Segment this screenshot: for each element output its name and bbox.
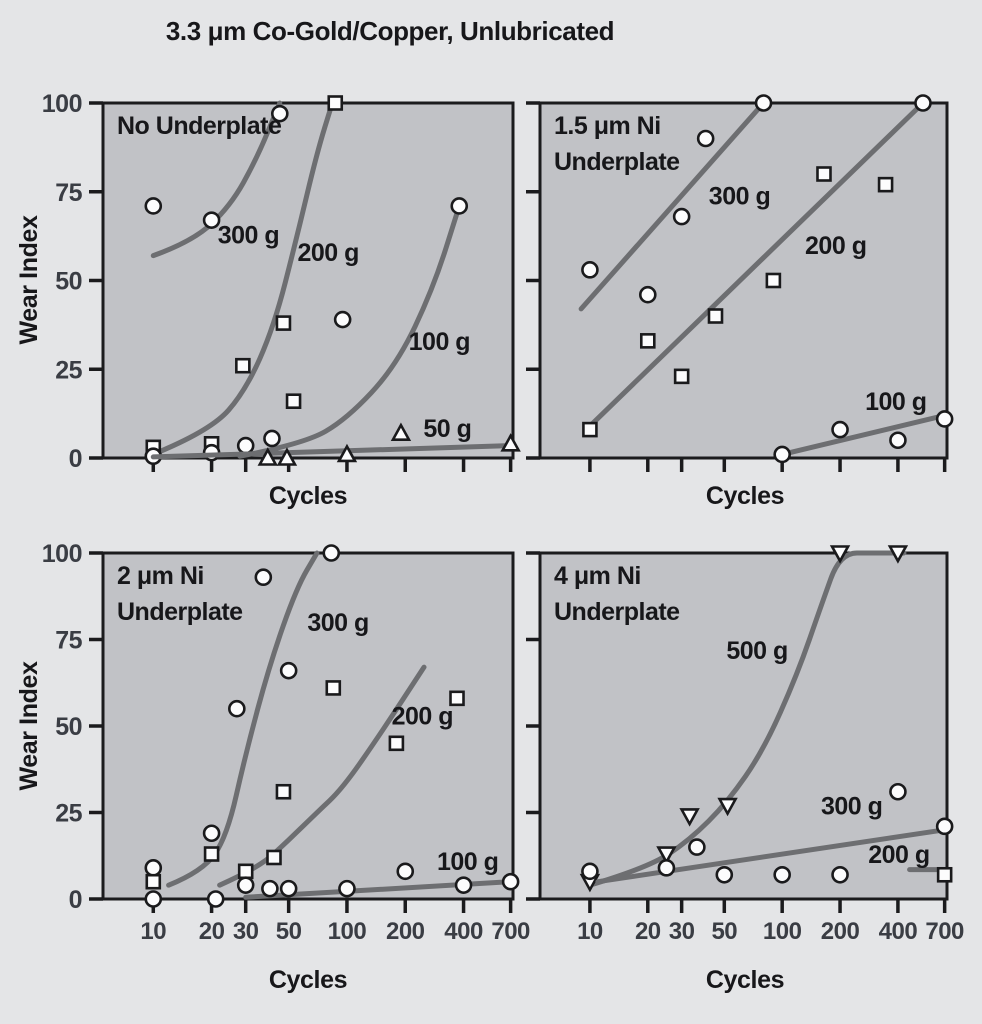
y-tick-label: 100 bbox=[42, 90, 82, 118]
panel-label-line: 2 μm Ni bbox=[117, 562, 204, 590]
x-tick-label: 700 bbox=[491, 918, 530, 945]
plot-area bbox=[103, 553, 513, 899]
x-tick-label: 30 bbox=[669, 918, 695, 945]
plot-area bbox=[103, 103, 513, 458]
panel-label-line: No Underplate bbox=[117, 112, 282, 140]
y-tick-label: 75 bbox=[55, 179, 82, 207]
x-tick-label: 200 bbox=[821, 918, 860, 945]
chart-panel-1-5um-ni: 300 g 200 g 100 g 1.5 μm Ni Underplate bbox=[526, 94, 954, 472]
x-tick-label: 50 bbox=[276, 918, 302, 945]
x-tick-label: 20 bbox=[635, 918, 661, 945]
x-tick-label: 10 bbox=[577, 918, 603, 945]
series-label: 300 g bbox=[307, 609, 368, 637]
panel-label-line: 4 μm Ni bbox=[554, 562, 641, 590]
series-100-g: 100 g bbox=[773, 388, 954, 464]
trend-curve bbox=[595, 827, 948, 885]
series-300-g: 300 g bbox=[578, 94, 773, 312]
y-tick-label: 50 bbox=[55, 268, 82, 296]
series-label: 300 g bbox=[709, 182, 770, 210]
series-100-g: 100 g bbox=[144, 848, 520, 908]
series-label: 300 g bbox=[821, 793, 882, 821]
x-axis-label-bottom-right: Cycles bbox=[705, 966, 785, 994]
trend-curve bbox=[587, 100, 926, 429]
trend-curve bbox=[779, 412, 948, 457]
chart-panel-4um-ni: 10 20 30 50 100 200 400 700 500 g 300 g 200 g 4 μm … bbox=[526, 545, 965, 945]
x-tick-label: 700 bbox=[925, 918, 964, 945]
series-300-g: 300 g bbox=[581, 782, 954, 885]
x-tick-label: 20 bbox=[199, 918, 225, 945]
panel-label: 2 μm Ni Underplate bbox=[117, 562, 244, 626]
x-tick-label: 100 bbox=[328, 918, 367, 945]
y-ticks: 0 25 50 75 100 bbox=[42, 540, 103, 914]
trend-curve bbox=[150, 443, 514, 460]
trend-curve bbox=[237, 203, 462, 459]
panel-label-line: Underplate bbox=[117, 598, 243, 626]
series-50-g: 50 g bbox=[150, 415, 521, 466]
y-tick-label: 50 bbox=[55, 713, 82, 741]
series-label: 200 g bbox=[868, 841, 929, 869]
chart-panel-2um-ni: 10 20 30 50 100 200 400 700 0 25 50 75 100 300 g 200 g… bbox=[42, 540, 531, 945]
series-200-g: 200 g bbox=[868, 841, 953, 883]
x-tick-label: 200 bbox=[386, 918, 425, 945]
series-label: 300 g bbox=[218, 221, 279, 249]
y-ticks: 0 25 50 75 100 bbox=[42, 90, 103, 473]
y-tick-label: 0 bbox=[69, 886, 82, 914]
x-tick-label: 100 bbox=[763, 918, 802, 945]
y-tick-label: 25 bbox=[55, 800, 82, 828]
y-ticks bbox=[526, 551, 540, 901]
x-tick-label: 30 bbox=[233, 918, 259, 945]
x-axis-label-top-left: Cycles bbox=[268, 482, 348, 510]
x-ticks: 10 20 30 50 100 200 400 700 bbox=[577, 899, 965, 945]
panel-label: 1.5 μm Ni Underplate bbox=[554, 112, 681, 176]
series-300-g: 300 g bbox=[144, 100, 289, 259]
x-tick-label: 50 bbox=[711, 918, 737, 945]
x-tick-label: 10 bbox=[140, 918, 166, 945]
series-label: 200 g bbox=[805, 232, 866, 260]
figure-title: 3.3 μm Co-Gold/Copper, Unlubricated bbox=[165, 16, 615, 46]
series-label: 200 g bbox=[297, 239, 358, 267]
y-ticks bbox=[526, 101, 540, 460]
series-200-g: 200 g bbox=[145, 664, 465, 890]
series-label: 200 g bbox=[392, 703, 453, 731]
series-200-g: 200 g bbox=[582, 94, 932, 438]
trend-curve bbox=[150, 100, 283, 259]
x-axis-label-top-right: Cycles bbox=[705, 482, 785, 510]
panel-label: 4 μm Ni Underplate bbox=[554, 562, 681, 626]
trend-curve bbox=[158, 100, 335, 454]
panel-label-line: Underplate bbox=[554, 598, 680, 626]
y-tick-label: 75 bbox=[55, 627, 82, 655]
panel-label: No Underplate bbox=[117, 112, 282, 140]
series-label: 50 g bbox=[423, 415, 471, 443]
series-label: 100 g bbox=[865, 388, 926, 416]
panel-label-line: 1.5 μm Ni bbox=[554, 112, 661, 140]
trend-curve bbox=[587, 550, 907, 888]
x-ticks: 10 20 30 50 100 200 400 700 bbox=[140, 899, 531, 945]
x-tick-label: 400 bbox=[879, 918, 918, 945]
y-tick-label: 0 bbox=[69, 445, 82, 473]
series-label: 100 g bbox=[437, 848, 498, 876]
y-tick-label: 100 bbox=[42, 540, 82, 568]
panel-label-line: Underplate bbox=[554, 148, 680, 176]
chart-panel-no-underplate: 0 25 50 75 100 300 g 200 g 100 g 50 g No Underpla… bbox=[42, 90, 521, 473]
y-tick-label: 25 bbox=[55, 356, 82, 384]
series-200-g: 200 g bbox=[145, 95, 359, 456]
x-ticks bbox=[588, 458, 947, 472]
trend-curve bbox=[578, 100, 767, 312]
series-label: 100 g bbox=[409, 328, 470, 356]
series-label: 500 g bbox=[726, 637, 787, 665]
x-axis-label-bottom-left: Cycles bbox=[268, 966, 348, 994]
x-tick-label: 400 bbox=[444, 918, 483, 945]
